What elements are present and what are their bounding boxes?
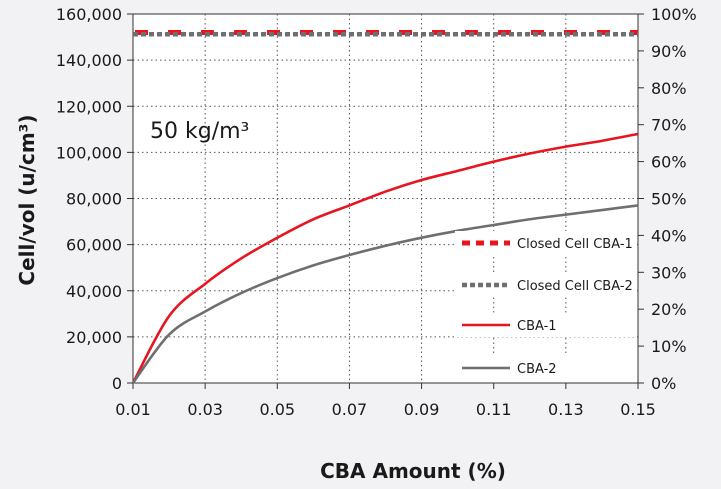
x-tick-label: 0.05 [259,400,295,419]
y-tick-label: 120,000 [56,97,122,116]
x-axis-label: CBA Amount (%) [320,459,506,483]
x-tick-label: 0.01 [115,400,151,419]
y2-tick-label: 20% [651,300,687,319]
y-tick-label: 40,000 [66,282,122,301]
y2-tick-label: 30% [651,263,687,282]
y2-tick-label: 50% [651,190,687,209]
x-tick-label: 0.13 [548,400,584,419]
y-tick-label: 140,000 [56,51,122,70]
y2-tick-label: 0% [651,374,676,393]
x-tick-label: 0.09 [404,400,440,419]
legend-item-bg [455,231,635,255]
y-tick-label: 0 [112,374,122,393]
y2-tick-label: 80% [651,79,687,98]
annotation-density: 50 kg/m³ [150,119,249,144]
legend-label: Closed Cell CBA-1 [517,237,633,252]
x-tick-label: 0.03 [187,400,223,419]
y2-tick-label: 40% [651,226,687,245]
series-line-cba-1 [131,132,639,384]
y2-tick-label: 90% [651,42,687,61]
y2-tick-label: 10% [651,337,687,356]
y2-tick-label: 100% [651,5,697,24]
x-tick-label: 0.07 [332,400,368,419]
legend-label: Closed Cell CBA-2 [517,279,633,294]
legend: Closed Cell CBA-1 Closed Cell CBA-2 CBA-1 C… [455,231,635,380]
y-tick-label: 160,000 [56,5,122,24]
legend-label: CBA-2 [517,362,557,377]
y2-tick-label: 70% [651,116,687,135]
series-line-cba-2 [131,204,639,384]
y2-tick-label: 60% [651,153,687,172]
x-tick-label: 0.11 [476,400,512,419]
series-lines [131,29,639,384]
y-tick-label: 80,000 [66,190,122,209]
y-axis-label: Cell/vol (u/cm³) [15,114,39,285]
legend-label: CBA-1 [517,319,557,334]
y-tick-label: 60,000 [66,236,122,255]
y-tick-label: 20,000 [66,328,122,347]
ticks: 0.01 0.03 0.05 0.07 0.09 0.11 0.13 0.15 0 20,000 4… [56,5,697,419]
x-tick-label: 0.15 [620,400,656,419]
y-tick-label: 100,000 [56,143,122,162]
grid [133,14,638,383]
legend-item-bg [455,273,635,297]
